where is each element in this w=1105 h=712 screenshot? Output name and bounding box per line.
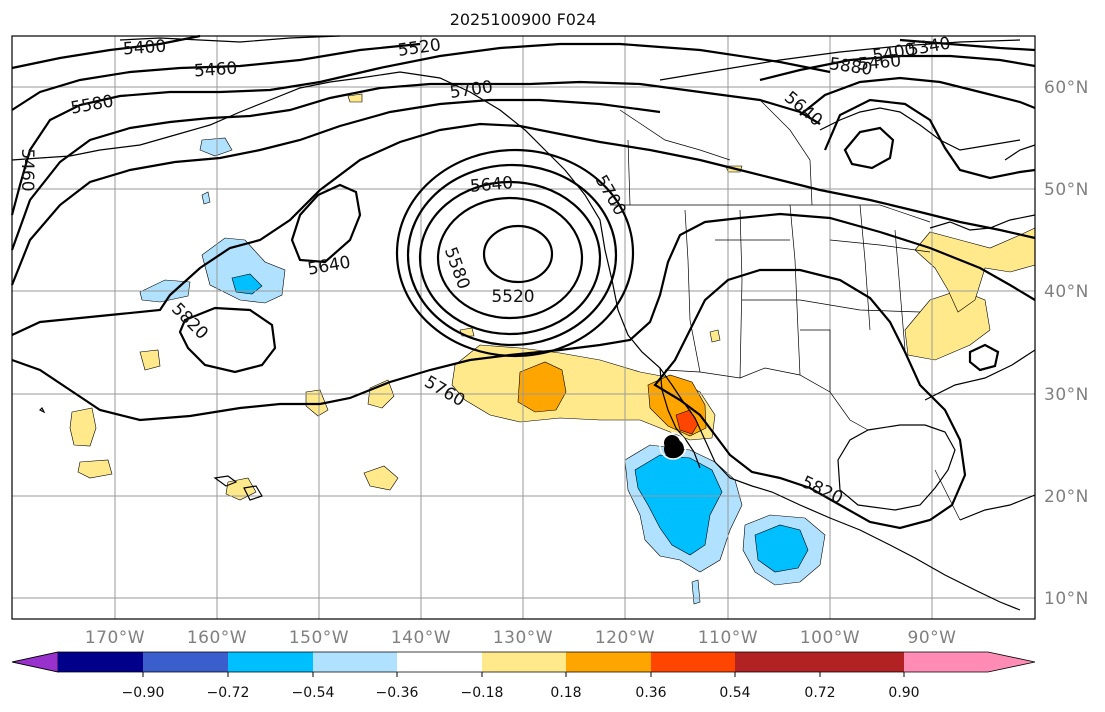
- lat-label: 30°N: [1044, 385, 1089, 405]
- colorbar-tick-label: −0.90: [122, 685, 165, 701]
- negative-anomaly-core: [754, 524, 809, 573]
- positive-anomaly-region: [77, 459, 113, 479]
- lat-label: 10°N: [1044, 589, 1089, 609]
- negative-anomaly-region: [199, 137, 233, 157]
- positive-anomaly-core: [517, 361, 567, 413]
- colorbar-tick-label: 0.18: [550, 685, 581, 701]
- lat-label: 50°N: [1044, 180, 1089, 200]
- negative-anomaly-core: [634, 454, 723, 556]
- colorbar-tick-label: −0.54: [292, 685, 335, 701]
- colorbar-segment: [313, 652, 397, 672]
- colorbar-tick-label: 0.90: [888, 685, 919, 701]
- positive-anomaly-region: [139, 349, 161, 371]
- map-panel: 5400 5460 5520 5580 5700 5640 5460 5640 …: [10, 33, 1036, 620]
- positive-anomaly-region: [904, 289, 991, 361]
- colorbar-segment: [397, 652, 482, 672]
- lon-label: 120°W: [595, 628, 655, 648]
- lon-label: 140°W: [391, 628, 451, 648]
- lon-label: 170°W: [85, 628, 145, 648]
- positive-anomaly-region: [347, 93, 363, 103]
- negative-anomaly-region: [201, 237, 286, 304]
- contour-label: 5460: [193, 59, 238, 82]
- graticule: [12, 36, 1035, 619]
- lon-label: 130°W: [493, 628, 553, 648]
- colorbar-segment: [143, 652, 228, 672]
- positive-anomaly-region: [451, 344, 716, 441]
- anomaly-shading: [69, 93, 1036, 605]
- lon-label: 160°W: [187, 628, 247, 648]
- colorbar-max-extension: [820, 652, 904, 672]
- colorbar-segment: [482, 652, 566, 672]
- colorbar-tick-label: 0.72: [804, 685, 835, 701]
- colorbar-tick-label: −0.72: [207, 685, 250, 701]
- colorbar-tick-label: 0.54: [719, 685, 750, 701]
- contour-label: 5460: [857, 51, 902, 75]
- longitude-labels: 170°W 160°W 150°W 140°W 130°W 120°W 110°…: [85, 628, 957, 648]
- colorbar: −0.90 −0.72 −0.54 −0.36 −0.18 0.18 0.36 …: [11, 651, 1036, 701]
- colorbar-segment: [735, 652, 820, 672]
- positive-anomaly-region: [709, 329, 721, 343]
- negative-anomaly-region: [201, 191, 211, 205]
- colorbar-ticks: [142, 672, 905, 677]
- lon-label: 150°W: [289, 628, 349, 648]
- positive-anomaly-region: [69, 407, 97, 447]
- storm-center-marker: [659, 432, 687, 460]
- colorbar-tick-labels: −0.90 −0.72 −0.54 −0.36 −0.18 0.18 0.36 …: [122, 685, 920, 701]
- colorbar-tick-label: 0.36: [635, 685, 666, 701]
- strong-positive-anomaly: [675, 409, 699, 435]
- colorbar-max-arrow: [904, 652, 1035, 672]
- colorbar-segment: [566, 652, 651, 672]
- positive-anomaly-region: [363, 465, 399, 491]
- contour-label: 5460: [17, 148, 37, 191]
- contour-label: 5520: [491, 287, 534, 307]
- lat-label: 60°N: [1044, 78, 1089, 98]
- latitude-labels: 60°N 50°N 40°N 30°N 20°N 10°N: [1044, 78, 1089, 609]
- height-contours: [10, 34, 1036, 530]
- colorbar-tick-label: −0.36: [376, 685, 419, 701]
- colorbar-segment: [228, 652, 313, 672]
- negative-anomaly-core: [231, 273, 263, 295]
- lat-label: 20°N: [1044, 487, 1089, 507]
- contour-label: 5640: [469, 173, 514, 197]
- lon-label: 90°W: [908, 628, 957, 648]
- lat-label: 40°N: [1044, 282, 1089, 302]
- map-title: 2025100900 F024: [450, 10, 597, 29]
- colorbar-tick-label: −0.18: [461, 685, 504, 701]
- positive-anomaly-region: [914, 227, 1036, 313]
- lon-label: 100°W: [800, 628, 860, 648]
- lon-label: 110°W: [698, 628, 758, 648]
- colorbar-segment: [651, 652, 735, 672]
- colorbar-segment: [58, 652, 143, 672]
- contour-label: 5400: [122, 37, 167, 60]
- political-borders: [610, 99, 961, 521]
